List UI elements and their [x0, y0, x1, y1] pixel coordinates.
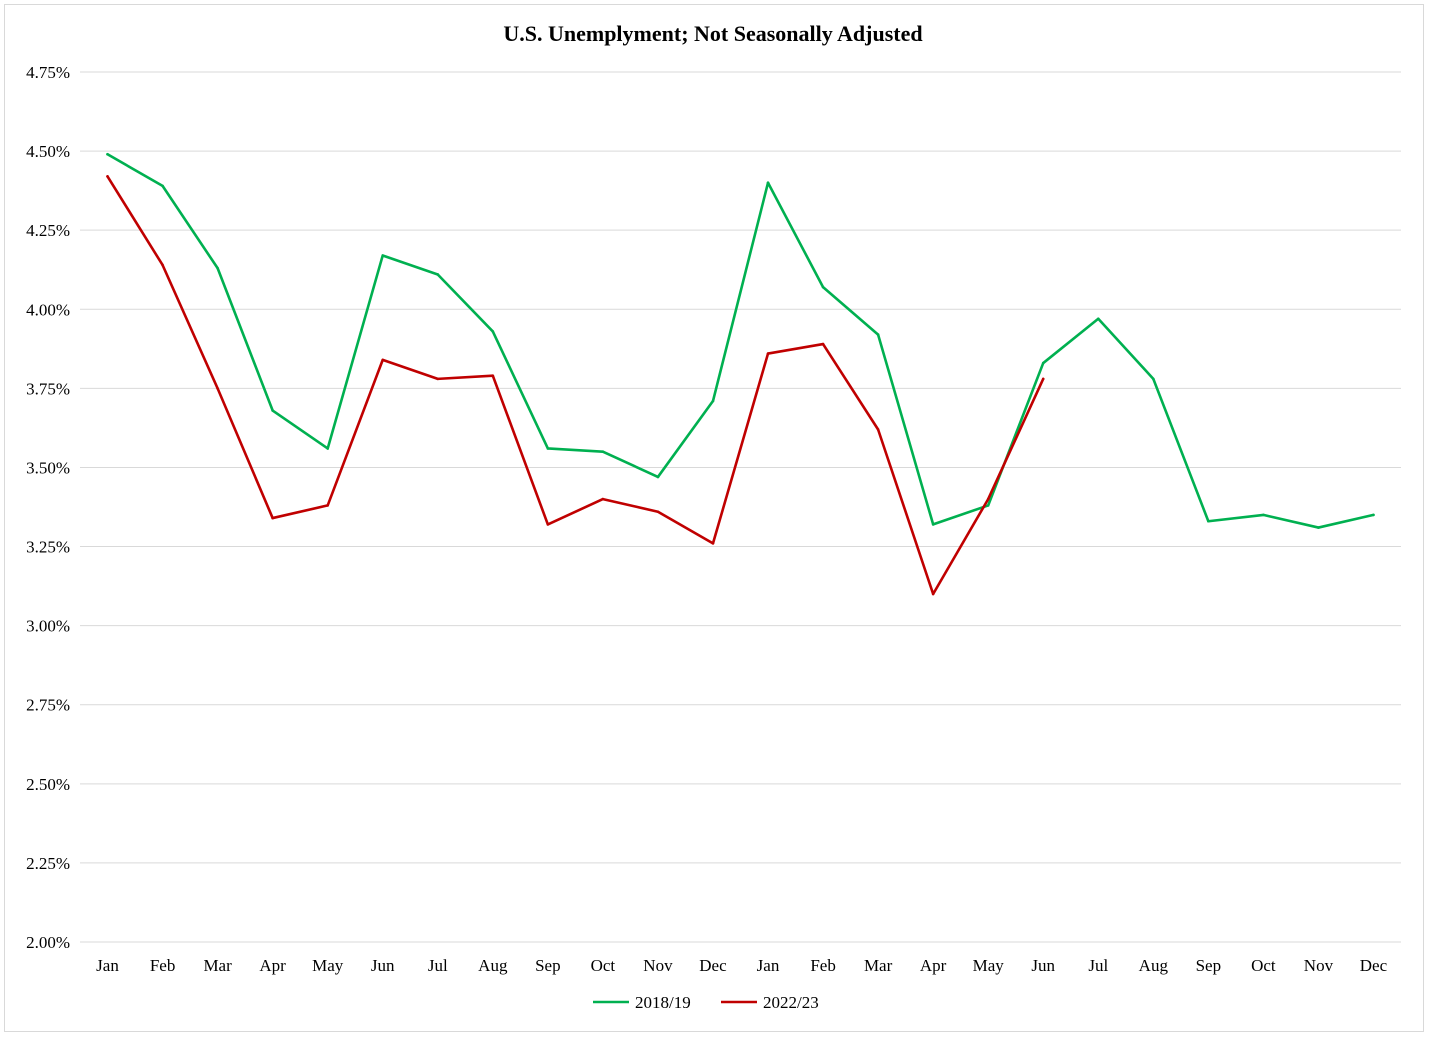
- x-tick-label: Aug: [478, 956, 508, 975]
- data-point: [656, 510, 660, 514]
- y-tick-label: 4.75%: [26, 63, 70, 82]
- x-tick-label: May: [312, 956, 344, 975]
- data-point: [986, 497, 990, 501]
- y-tick-label: 3.00%: [26, 617, 70, 636]
- data-point: [656, 475, 660, 479]
- data-point: [381, 254, 385, 257]
- x-tick-label: Dec: [1360, 956, 1388, 975]
- y-tick-label: 4.50%: [26, 142, 70, 161]
- data-point: [216, 266, 219, 270]
- data-point: [216, 387, 219, 390]
- y-axis-ticks: 2.00% 2.25% 2.50% 2.75% 3.00% 3.25% 3.50% 3.75%…: [26, 63, 70, 952]
- data-point: [436, 273, 440, 276]
- data-point: [821, 285, 825, 289]
- series-line: [106, 175, 1045, 596]
- data-point: [161, 263, 164, 267]
- x-tick-label: Oct: [591, 956, 616, 975]
- x-tick-label: Oct: [1251, 956, 1276, 975]
- data-point: [821, 342, 825, 346]
- data-point: [711, 399, 715, 403]
- data-point: [326, 447, 329, 450]
- legend-label: 2018/19: [635, 993, 691, 1012]
- x-tick-label: Sep: [1196, 956, 1222, 975]
- data-point: [546, 523, 550, 526]
- y-tick-label: 4.25%: [26, 221, 70, 240]
- legend-item: 2018/19: [593, 993, 691, 1012]
- data-point: [271, 409, 274, 412]
- data-point: [876, 333, 880, 336]
- y-tick-label: 2.00%: [26, 933, 70, 952]
- data-point: [711, 542, 715, 545]
- data-point: [766, 352, 770, 355]
- x-tick-label: Jun: [1031, 956, 1055, 975]
- data-point: [986, 504, 990, 507]
- series-line: [106, 152, 1375, 529]
- y-tick-label: 3.75%: [26, 379, 70, 398]
- legend-label: 2022/23: [763, 993, 819, 1012]
- data-point: [491, 374, 495, 378]
- chart-title: U.S. Unemplyment; Not Seasonally Adjuste…: [503, 21, 922, 46]
- data-point: [491, 330, 495, 333]
- x-tick-label: Feb: [150, 956, 176, 975]
- x-tick-label: May: [973, 956, 1005, 975]
- x-tick-label: Jul: [428, 956, 448, 975]
- data-point: [1041, 361, 1045, 365]
- x-tick-label: Jul: [1088, 956, 1108, 975]
- series-1: [106, 175, 1045, 596]
- x-tick-label: Apr: [259, 956, 286, 975]
- data-point: [1372, 513, 1375, 517]
- x-tick-label: Jan: [96, 956, 119, 975]
- series-lines: [106, 152, 1375, 596]
- gridlines: [80, 71, 1401, 943]
- x-tick-label: Feb: [810, 956, 836, 975]
- y-tick-label: 2.75%: [26, 696, 70, 715]
- data-point: [546, 447, 550, 450]
- data-point: [601, 497, 605, 501]
- data-point: [326, 504, 329, 507]
- y-tick-label: 3.50%: [26, 458, 70, 477]
- data-point: [161, 184, 164, 188]
- data-point: [1207, 519, 1210, 523]
- data-point: [931, 592, 935, 596]
- x-tick-label: Jan: [757, 956, 780, 975]
- data-point: [931, 523, 935, 526]
- data-point: [876, 428, 880, 431]
- legend-item: 2022/23: [721, 993, 819, 1012]
- data-point: [106, 175, 109, 178]
- series-0: [106, 152, 1375, 529]
- x-axis-ticks: Jan Feb Mar Apr May Jun Jul Aug Sep Oct Nov Dec Jan F…: [96, 956, 1387, 975]
- data-point: [601, 450, 605, 453]
- x-tick-label: Nov: [1304, 956, 1334, 975]
- y-tick-label: 4.00%: [26, 300, 70, 319]
- x-tick-label: Mar: [864, 956, 893, 975]
- x-tick-label: Mar: [203, 956, 232, 975]
- data-point: [766, 181, 770, 185]
- x-tick-label: Aug: [1139, 956, 1169, 975]
- x-tick-label: Nov: [643, 956, 673, 975]
- data-point: [106, 152, 109, 156]
- line-chart: U.S. Unemplyment; Not Seasonally Adjuste…: [26, 21, 1401, 1012]
- data-point: [381, 358, 385, 362]
- y-tick-label: 2.50%: [26, 775, 70, 794]
- y-tick-label: 3.25%: [26, 538, 70, 557]
- data-point: [1152, 377, 1155, 381]
- x-tick-label: Dec: [699, 956, 727, 975]
- data-point: [271, 516, 274, 520]
- data-point: [1096, 317, 1100, 321]
- chart-frame: U.S. Unemplyment; Not Seasonally Adjuste…: [4, 4, 1424, 1032]
- data-point: [1041, 377, 1045, 381]
- legend: 2018/19 2022/23: [593, 993, 819, 1012]
- data-point: [1317, 526, 1320, 529]
- x-tick-label: Apr: [920, 956, 947, 975]
- data-point: [436, 377, 440, 381]
- x-tick-label: Jun: [371, 956, 395, 975]
- data-point: [1262, 513, 1265, 517]
- y-tick-label: 2.25%: [26, 854, 70, 873]
- x-tick-label: Sep: [535, 956, 561, 975]
